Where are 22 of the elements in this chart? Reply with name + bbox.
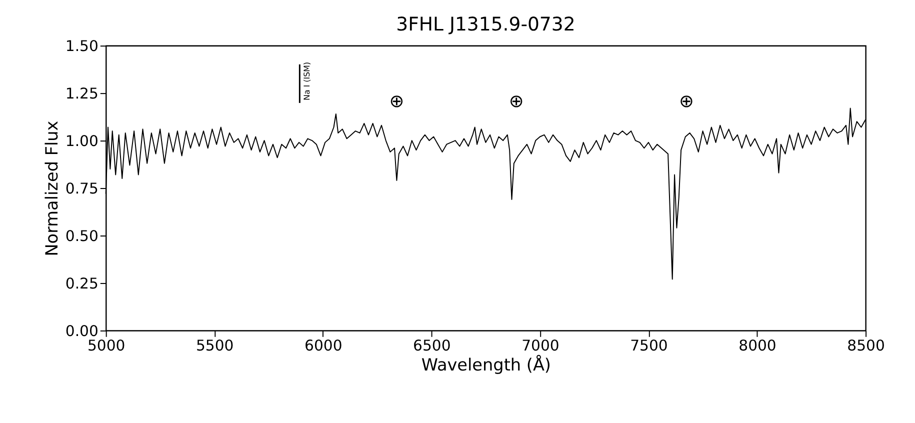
annotation: ⊕	[508, 90, 524, 112]
y-tick-label: 0.50	[65, 228, 98, 245]
y-tick-label: 0.00	[65, 322, 98, 340]
y-axis-title: Normalized Flux	[41, 120, 62, 256]
x-tick-label: 6000	[304, 338, 342, 355]
ref-line-label: Na I (ISM)	[302, 62, 312, 100]
x-tick-label: 7500	[630, 338, 668, 355]
chart-title: 3FHL J1315.9-0732	[396, 14, 576, 36]
y-tick-label: 1.50	[65, 38, 98, 56]
x-axis-title: Wavelength (Å)	[421, 354, 551, 375]
y-tick-label: 0.25	[65, 275, 98, 292]
y-tick-label: 0.75	[65, 180, 98, 198]
x-tick-label: 7000	[522, 338, 560, 355]
y-tick-label: 1.25	[65, 86, 98, 102]
annotation: ⊕	[389, 90, 404, 112]
x-tick-label: 5000	[87, 338, 126, 355]
y-tick-label: 1.00	[65, 132, 98, 150]
x-tick-label: 8500	[847, 338, 885, 355]
x-tick-label: 8000	[738, 338, 776, 355]
x-tick-label: 6500	[413, 338, 451, 355]
annotation: ⊕	[679, 90, 694, 112]
x-tick-label: 5500	[196, 338, 234, 355]
